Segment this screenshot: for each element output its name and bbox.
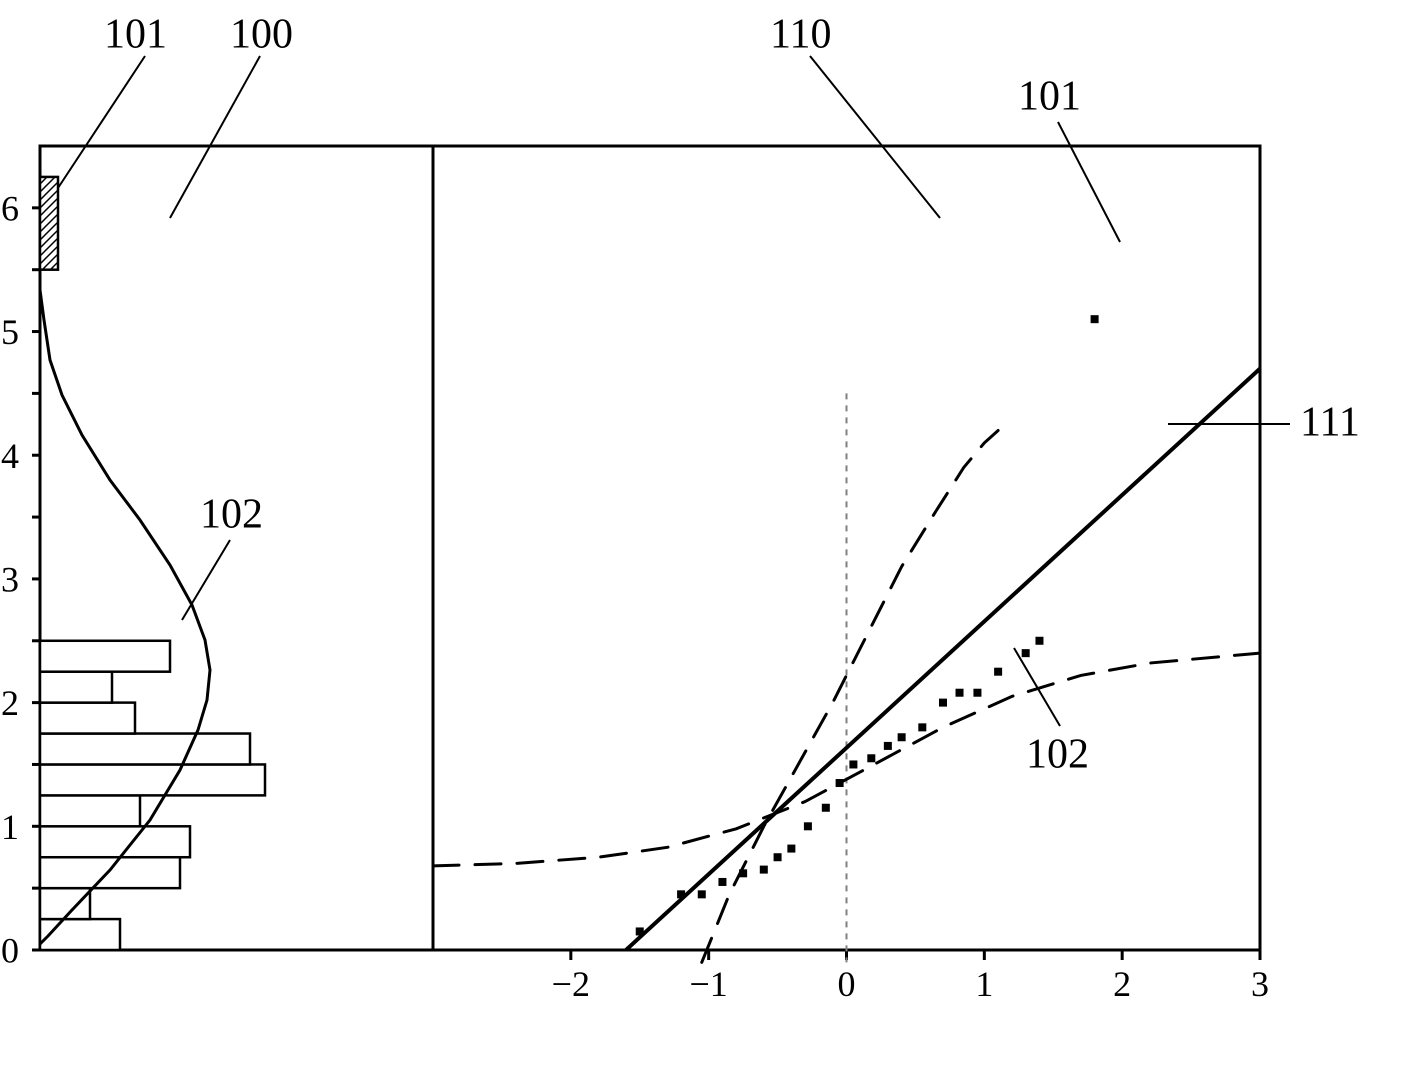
histogram-bar [40, 919, 120, 950]
x-tick-label: −1 [690, 964, 728, 1004]
histogram-bar [40, 888, 90, 919]
qq-point [898, 733, 906, 741]
histogram-bar [40, 734, 250, 765]
qq-line [626, 369, 1260, 950]
qq-point [822, 804, 830, 812]
callout-label: 101 [104, 12, 167, 58]
histogram-bar [40, 795, 140, 826]
callout-leader [1058, 122, 1120, 242]
qq-point [698, 890, 706, 898]
qq-point [1091, 315, 1099, 323]
qq-point [994, 668, 1002, 676]
qq-point [849, 760, 857, 768]
y-tick-label: 6 [1, 188, 19, 228]
qq-point [636, 927, 644, 935]
qq-point [1035, 637, 1043, 645]
qq-point [739, 869, 747, 877]
y-tick-label: 3 [1, 560, 19, 600]
figure: 0 1 2 3 4 5 6 −2 −1 0 1 2 3 101 100 110 101 111 102 102 [0, 0, 1405, 1081]
callout-label: 111 [1300, 400, 1360, 446]
x-tick-label: 0 [838, 964, 856, 1004]
confidence-upper [702, 430, 998, 962]
qq-point [1022, 649, 1030, 657]
qq-point [867, 754, 875, 762]
histogram-bar [40, 764, 265, 795]
callout-label: 100 [230, 12, 293, 58]
qq-point [774, 853, 782, 861]
callout-label: 101 [1018, 74, 1081, 120]
callout-label: 110 [770, 12, 831, 58]
qq-point [973, 689, 981, 697]
histogram-bar [40, 826, 190, 857]
callout-leader [182, 540, 230, 620]
histogram-bar [40, 703, 135, 734]
y-tick-label: 4 [1, 436, 19, 476]
callout-leader [58, 56, 145, 188]
qq-point [939, 699, 947, 707]
qq-point [787, 845, 795, 853]
y-tick-label: 5 [1, 312, 19, 352]
x-tick-label: −2 [552, 964, 590, 1004]
x-tick-label: 2 [1113, 964, 1131, 1004]
y-tick-label: 2 [1, 683, 19, 723]
qq-point [918, 723, 926, 731]
histogram-bar [40, 672, 112, 703]
outlier-bar [40, 177, 58, 270]
qq-point [884, 742, 892, 750]
histogram-bar [40, 857, 180, 888]
x-tick-label: 3 [1251, 964, 1269, 1004]
callout-leader [810, 56, 940, 218]
callout-leader [170, 56, 260, 218]
qq-point [956, 689, 964, 697]
qq-point [836, 779, 844, 787]
x-tick-label: 1 [975, 964, 993, 1004]
y-tick-label: 1 [1, 807, 19, 847]
callout-leader [1014, 648, 1060, 726]
callout-label: 102 [1026, 732, 1089, 778]
qq-point [760, 866, 768, 874]
qq-point [718, 878, 726, 886]
histogram-bar [40, 641, 170, 672]
y-tick-label: 0 [1, 931, 19, 971]
qq-point [804, 822, 812, 830]
qq-point [677, 890, 685, 898]
callout-label: 102 [200, 492, 263, 538]
